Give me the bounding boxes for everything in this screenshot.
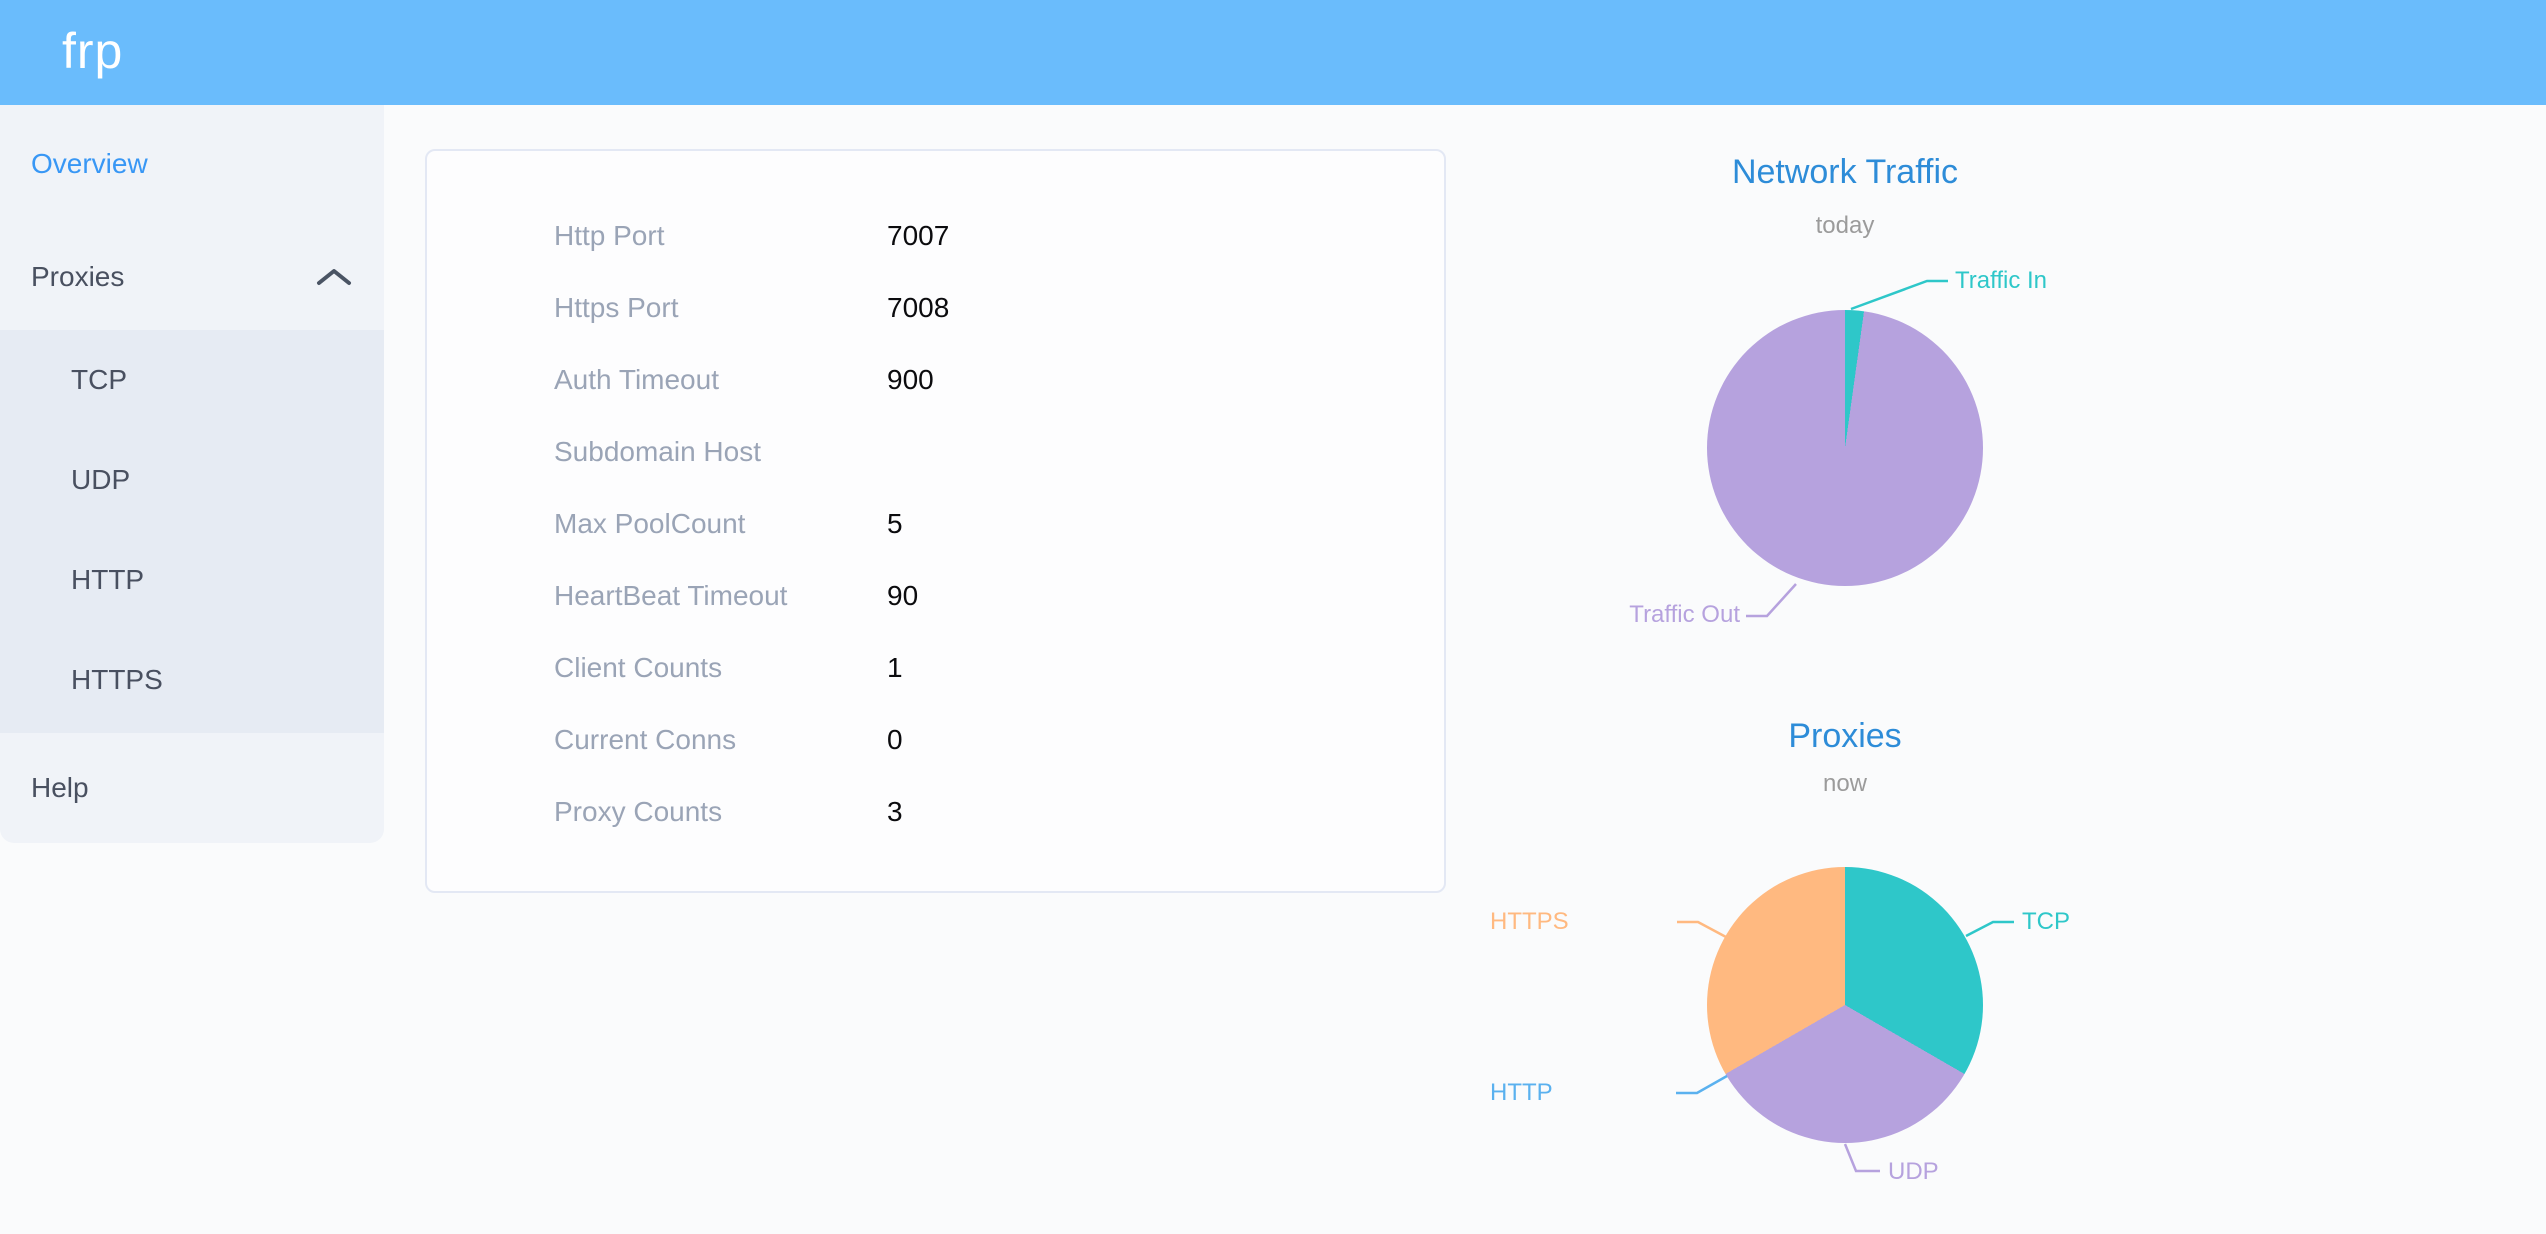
table-row: Current Conns 0 (427, 704, 1444, 776)
leader-https (1677, 920, 1727, 939)
sidebar-item-label: Proxies (31, 261, 125, 292)
sidebar-submenu: TCP UDP HTTP HTTPS (0, 330, 384, 733)
sidebar-item-tcp[interactable]: TCP (71, 364, 127, 395)
info-value: 7008 (887, 292, 950, 323)
proxies-subtitle: now (1822, 770, 1868, 797)
info-value: 7007 (887, 220, 950, 251)
table-row: Http Port 7007 (427, 200, 1444, 272)
sidebar-item-udp[interactable]: UDP (71, 464, 131, 495)
sidebar-item-overview[interactable]: Overview (31, 148, 148, 179)
pie-label-udp: UDP (1888, 1158, 1939, 1185)
pie-label-traffic-in: Traffic In (1955, 267, 2048, 294)
pie-label-traffic-out: Traffic Out (1629, 601, 1740, 628)
info-value: 3 (887, 796, 903, 827)
header: frp (0, 0, 2546, 105)
network-traffic-pie[interactable] (1707, 310, 1983, 586)
pie-label-https: HTTPS (1490, 908, 1569, 935)
network-traffic-subtitle: today (1815, 212, 1875, 239)
proxies-pie[interactable] (1707, 867, 1983, 1143)
info-value: 5 (887, 508, 903, 539)
pie-label-tcp: TCP (2022, 908, 2070, 935)
info-value: 0 (887, 724, 903, 755)
proxies-title: Proxies (1788, 717, 1902, 755)
info-label: Max PoolCount (554, 508, 746, 539)
info-label: Subdomain Host (554, 436, 762, 467)
table-row: Auth Timeout 900 (427, 344, 1444, 416)
sidebar-item-proxies[interactable]: Proxies (0, 246, 384, 308)
network-traffic-title: Network Traffic (1731, 153, 1959, 191)
info-label: Http Port (554, 220, 665, 251)
server-info-card: Http Port 7007 Https Port 7008 Auth Time… (425, 149, 1446, 893)
info-value: 1 (887, 652, 903, 683)
info-value: 900 (887, 364, 934, 395)
leader-tcp (1965, 920, 2014, 938)
info-value: 90 (887, 580, 919, 611)
sidebar-item-help[interactable]: Help (31, 772, 89, 803)
app-logo: frp (62, 23, 124, 79)
info-label: Auth Timeout (554, 364, 719, 395)
table-row: Max PoolCount 5 (427, 488, 1444, 560)
info-label: Proxy Counts (554, 796, 723, 827)
table-row: HeartBeat Timeout 90 (427, 560, 1444, 632)
sidebar-item-http[interactable]: HTTP (71, 564, 145, 595)
table-row: Client Counts 1 (427, 632, 1444, 704)
table-row: Https Port 7008 (427, 272, 1444, 344)
sidebar: Overview Proxies TCP UDP HTTP HTTPS Help (0, 105, 384, 843)
info-label: Current Conns (554, 724, 737, 755)
leader-traffic-in (1850, 279, 1948, 311)
leader-traffic-out (1746, 583, 1797, 618)
info-label: HeartBeat Timeout (554, 580, 788, 611)
pie-label-http: HTTP (1490, 1079, 1553, 1106)
leader-http (1676, 1074, 1728, 1095)
leader-udp (1843, 1143, 1880, 1173)
server-info-rows: Http Port 7007 Https Port 7008 Auth Time… (427, 200, 1444, 848)
sidebar-item-https[interactable]: HTTPS (71, 664, 163, 695)
table-row: Subdomain Host (427, 416, 1444, 488)
info-label: Https Port (554, 292, 679, 323)
chevron-up-icon (317, 269, 351, 285)
table-row: Proxy Counts 3 (427, 776, 1444, 848)
info-label: Client Counts (554, 652, 723, 683)
